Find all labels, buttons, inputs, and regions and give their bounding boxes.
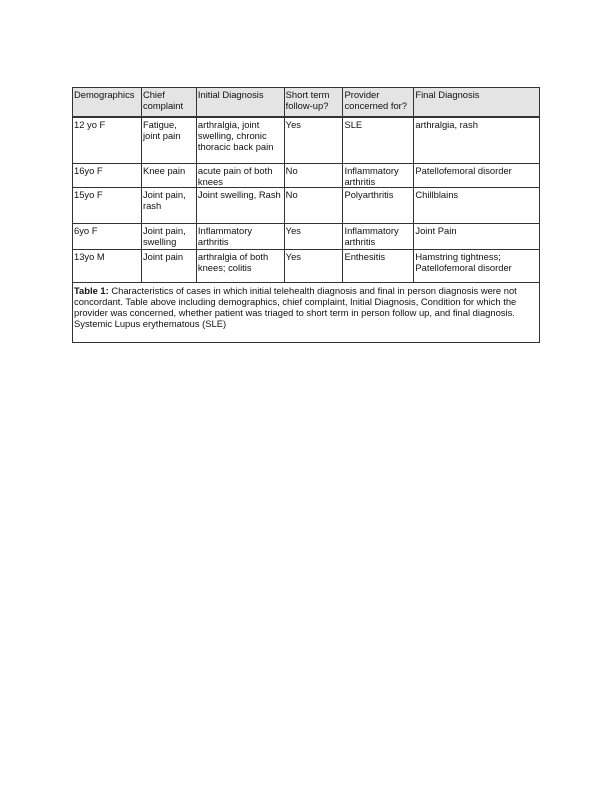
table-caption: Table 1: Characteristics of cases in whi… [72, 282, 540, 343]
cell: Chillblains [413, 187, 540, 224]
header-short-term-follow-up: Short term follow-up? [283, 87, 344, 118]
cell: Polyarthritis [342, 187, 415, 224]
cell: acute pain of both knees [195, 163, 285, 188]
cell: Fatigue, joint pain [140, 116, 197, 164]
table-row: 15yo F Joint pain, rash Joint swelling, Ra… [72, 187, 540, 224]
cell: Inflammatory arthritis [342, 223, 415, 250]
caption-row: Table 1: Characteristics of cases in whi… [72, 282, 540, 343]
header-final-diagnosis: Final Diagnosis [413, 87, 540, 118]
caption-label: Table 1: [74, 285, 109, 296]
cell: Joint pain, rash [140, 187, 197, 224]
cell: Joint pain, swelling [140, 223, 197, 250]
cell: Yes [283, 223, 344, 250]
cell: arthralgia of both knees; colitis [195, 249, 285, 283]
abbreviation-note: Systemic Lupus erythematous (SLE) [74, 318, 227, 329]
header-row: Demographics Chief complaint Initial Dia… [72, 87, 540, 118]
caption-text: Characteristics of cases in which initia… [74, 285, 517, 318]
table-row: 12 yo F Fatigue, joint pain arthralgia, jo… [72, 116, 540, 164]
cell: Joint swelling, Rash [195, 187, 285, 224]
header-initial-diagnosis: Initial Diagnosis [195, 87, 285, 118]
table-row: 6yo F Joint pain, swelling Inflammatory ar… [72, 223, 540, 250]
cell: arthralgia, rash [413, 116, 540, 164]
cell: Knee pain [140, 163, 197, 188]
cell: 6yo F [72, 223, 142, 250]
cell: SLE [342, 116, 415, 164]
cell: 12 yo F [72, 116, 142, 164]
cell: Inflammatory arthritis [195, 223, 285, 250]
header-demographics: Demographics [72, 87, 142, 118]
cell: No [283, 187, 344, 224]
cell: Yes [283, 249, 344, 283]
cell: Yes [283, 116, 344, 164]
header-provider-concerned: Provider concerned for? [342, 87, 415, 118]
cell: No [283, 163, 344, 188]
table-row: 16yo F Knee pain acute pain of both knees N… [72, 163, 540, 188]
cell: arthralgia, joint swelling, chronic thor… [195, 116, 285, 164]
cell: 16yo F [72, 163, 142, 188]
header-chief-complaint: Chief complaint [140, 87, 197, 118]
table-row: 13yo M Joint pain arthralgia of both knees… [72, 249, 540, 283]
cell: Hamstring tightness; Patellofemoral diso… [413, 249, 540, 283]
cell: 15yo F [72, 187, 142, 224]
cell: Inflammatory arthritis [342, 163, 415, 188]
cell: 13yo M [72, 249, 142, 283]
cell: Patellofemoral disorder [413, 163, 540, 188]
cell: Joint Pain [413, 223, 540, 250]
cases-table: Demographics Chief complaint Initial Dia… [72, 87, 540, 343]
cell: Enthesitis [342, 249, 415, 283]
cell: Joint pain [140, 249, 197, 283]
